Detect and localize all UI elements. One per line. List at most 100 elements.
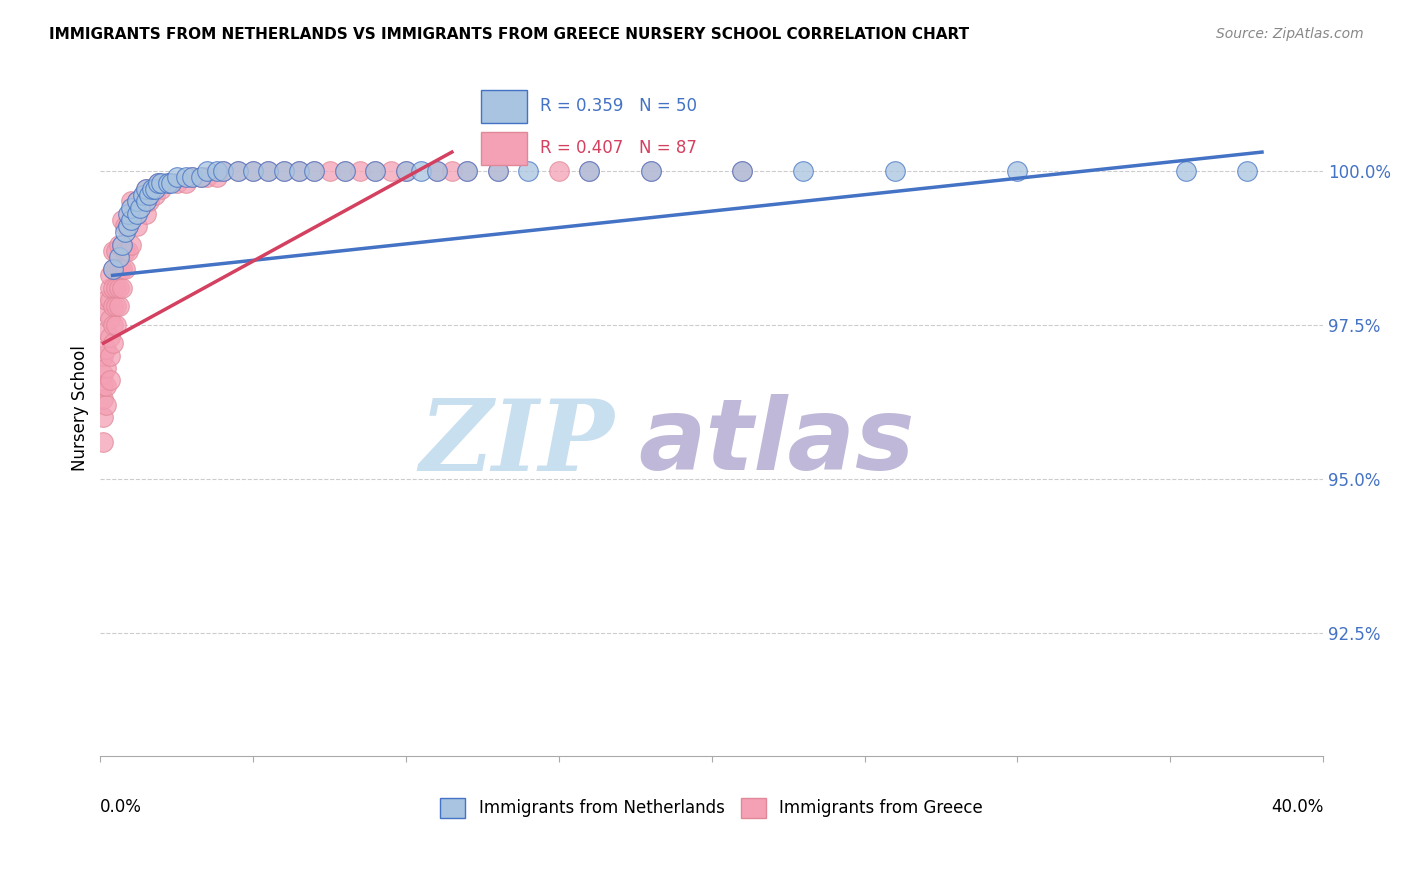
Point	[98, 311, 121, 326]
Point	[190, 169, 212, 184]
Point	[1236, 163, 1258, 178]
Point	[364, 163, 387, 178]
Point	[148, 176, 170, 190]
Point	[98, 349, 121, 363]
Point	[145, 182, 167, 196]
Point	[104, 318, 127, 332]
Point	[98, 373, 121, 387]
Point	[114, 244, 136, 258]
Point	[456, 163, 478, 178]
Point	[96, 379, 118, 393]
Point	[333, 163, 356, 178]
Point	[111, 237, 134, 252]
Point	[129, 201, 152, 215]
Point	[426, 163, 449, 178]
Point	[205, 163, 228, 178]
Point	[174, 169, 197, 184]
Point	[456, 163, 478, 178]
Point	[304, 163, 326, 178]
Point	[120, 201, 142, 215]
Point	[578, 163, 600, 178]
Point	[156, 176, 179, 190]
Point	[426, 163, 449, 178]
Point	[125, 194, 148, 209]
Point	[640, 163, 662, 178]
Point	[114, 219, 136, 233]
Point	[486, 163, 509, 178]
Point	[640, 163, 662, 178]
Point	[395, 163, 418, 178]
Point	[159, 176, 181, 190]
Text: ZIP: ZIP	[419, 394, 614, 491]
Point	[380, 163, 402, 178]
Point	[288, 163, 311, 178]
Point	[273, 163, 295, 178]
Point	[141, 182, 163, 196]
Point	[96, 305, 118, 319]
Point	[104, 262, 127, 277]
Point	[96, 324, 118, 338]
Point	[111, 213, 134, 227]
Text: atlas: atlas	[638, 394, 915, 491]
Point	[125, 207, 148, 221]
Point	[141, 182, 163, 196]
Point	[117, 219, 139, 233]
Point	[111, 237, 134, 252]
Point	[96, 360, 118, 375]
Point	[93, 410, 115, 425]
Point	[107, 262, 129, 277]
Point	[111, 262, 134, 277]
Point	[101, 281, 124, 295]
Point	[93, 434, 115, 449]
Point	[333, 163, 356, 178]
Point	[792, 163, 814, 178]
Point	[120, 213, 142, 227]
Point	[125, 219, 148, 233]
Point	[884, 163, 907, 178]
Point	[486, 163, 509, 178]
Point	[318, 163, 340, 178]
Point	[96, 293, 118, 307]
Point	[273, 163, 295, 178]
Point	[135, 194, 157, 209]
Point	[104, 244, 127, 258]
Point	[148, 176, 170, 190]
Text: Source: ZipAtlas.com: Source: ZipAtlas.com	[1216, 27, 1364, 41]
Point	[181, 169, 204, 184]
Point	[195, 169, 218, 184]
Point	[104, 281, 127, 295]
Point	[242, 163, 264, 178]
Point	[104, 299, 127, 313]
Point	[174, 176, 197, 190]
Point	[135, 207, 157, 221]
Point	[135, 182, 157, 196]
Point	[132, 188, 155, 202]
Point	[304, 163, 326, 178]
Point	[211, 163, 233, 178]
Point	[101, 336, 124, 351]
Point	[101, 299, 124, 313]
Point	[107, 250, 129, 264]
Text: 40.0%: 40.0%	[1271, 798, 1323, 816]
Point	[129, 201, 152, 215]
Y-axis label: Nursery School: Nursery School	[72, 345, 89, 471]
Point	[117, 219, 139, 233]
Point	[395, 163, 418, 178]
Point	[145, 188, 167, 202]
Point	[117, 207, 139, 221]
Point	[166, 176, 188, 190]
Point	[731, 163, 754, 178]
Point	[211, 163, 233, 178]
Point	[226, 163, 249, 178]
Text: 0.0%: 0.0%	[100, 798, 142, 816]
Point	[578, 163, 600, 178]
Point	[150, 182, 173, 196]
Point	[288, 163, 311, 178]
Point	[364, 163, 387, 178]
Point	[96, 398, 118, 412]
Point	[120, 213, 142, 227]
Legend: Immigrants from Netherlands, Immigrants from Greece: Immigrants from Netherlands, Immigrants …	[433, 791, 990, 824]
Point	[120, 194, 142, 209]
Point	[731, 163, 754, 178]
Point	[98, 268, 121, 283]
